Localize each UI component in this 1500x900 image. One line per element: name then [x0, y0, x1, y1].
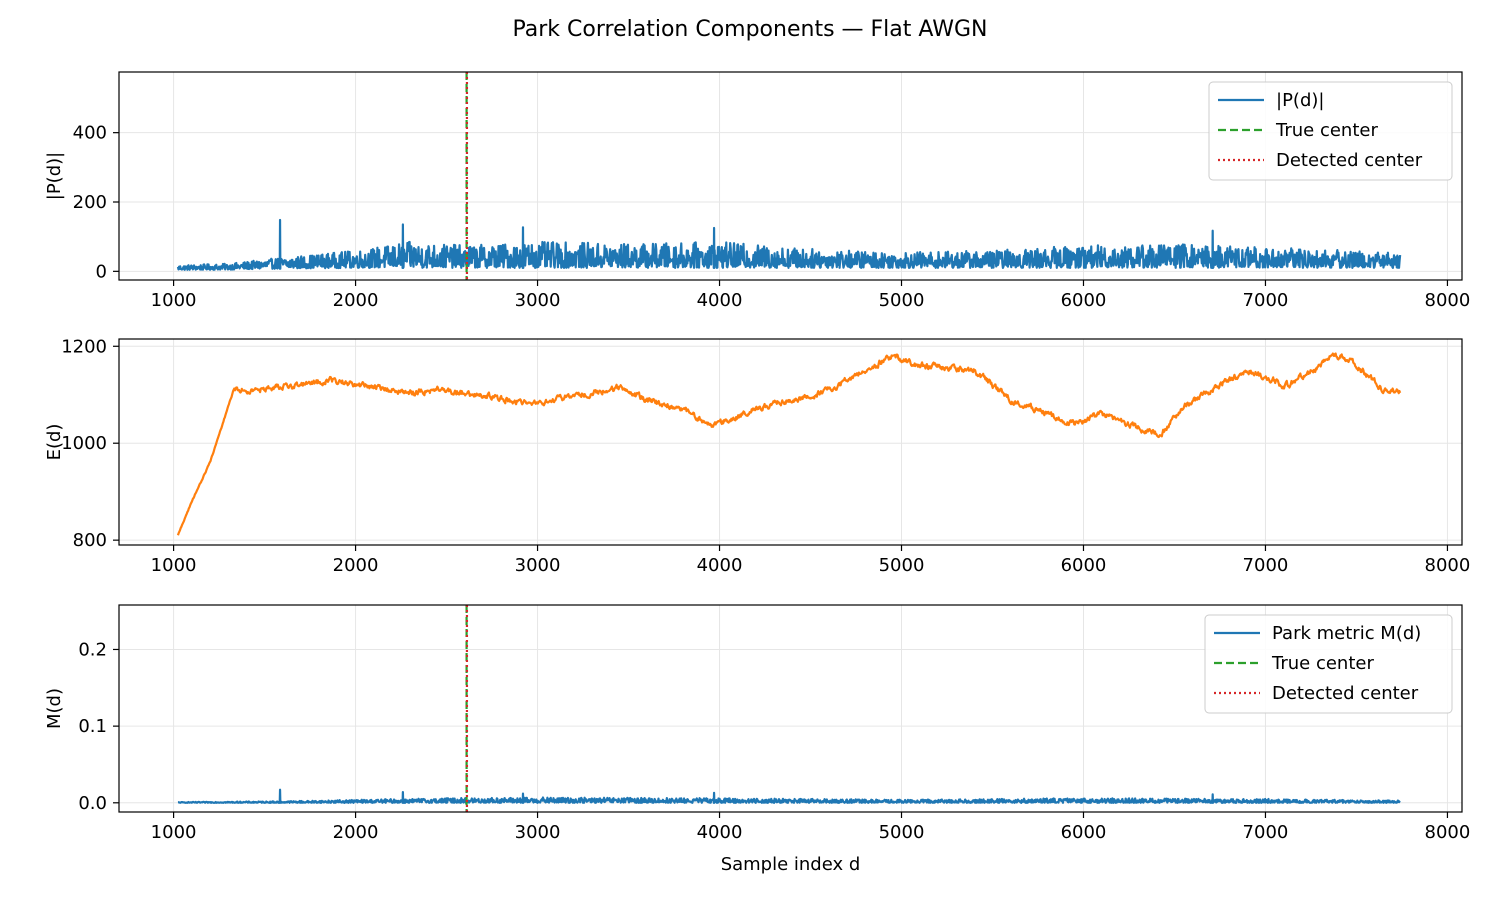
x-axis-ticks: 1000 2000 3000 4000 5000 6000 7000 8000	[151, 812, 1471, 843]
y-tick-label: 0.1	[78, 716, 107, 737]
y-axis-ticks: 0 200 400	[73, 123, 119, 282]
x-tick-label: 7000	[1243, 822, 1289, 843]
y-axis-ticks: 0.0 0.1 0.2	[78, 639, 119, 814]
plot-area	[176, 352, 1402, 536]
legend-label: True center	[1271, 653, 1374, 674]
y-axis-label: M(d)	[44, 688, 65, 729]
x-tick-label: 4000	[697, 822, 743, 843]
x-tick-label: 4000	[697, 555, 743, 576]
y-axis-ticks: 800 1000 1200	[61, 336, 119, 551]
x-tick-label: 5000	[879, 822, 925, 843]
legend-box	[1204, 614, 1453, 714]
y-tick-label: 0	[96, 261, 107, 282]
series-line-energy	[176, 352, 1402, 536]
x-tick-label: 3000	[515, 555, 561, 576]
legend-label: True center	[1275, 120, 1378, 141]
legend: |P(d)| True center Detected center	[1208, 81, 1453, 181]
y-tick-label: 0.0	[78, 793, 107, 814]
y-axis-label: |P(d)|	[44, 152, 65, 200]
x-tick-label: 6000	[1061, 822, 1107, 843]
x-tick-label: 8000	[1425, 290, 1471, 311]
series-line--p-d-	[176, 218, 1402, 271]
panel-park-metric: 1000 2000 3000 4000 5000 6000 7000 80000.00.10.…	[44, 604, 1471, 875]
x-tick-label: 8000	[1425, 555, 1471, 576]
x-axis-ticks: 1000 2000 3000 4000 5000 6000 7000 8000	[151, 545, 1471, 576]
axes-frame	[118, 71, 1463, 281]
x-tick-label: 7000	[1243, 290, 1289, 311]
panel-energy: 1000 2000 3000 4000 5000 6000 7000 800080010001…	[44, 336, 1470, 576]
legend-box	[1208, 81, 1453, 181]
x-tick-label: 7000	[1243, 555, 1289, 576]
x-tick-label: 3000	[515, 822, 561, 843]
panel-p-magnitude: 1000 2000 3000 4000 5000 6000 7000 8000 0 200 400 |…	[44, 71, 1471, 311]
axes-frame	[118, 604, 1463, 813]
plot-area	[176, 72, 1402, 280]
legend-label: |P(d)|	[1276, 90, 1324, 111]
x-tick-label: 3000	[515, 290, 561, 311]
x-tick-label: 1000	[151, 290, 197, 311]
y-tick-label: 1000	[61, 433, 107, 454]
y-tick-label: 400	[73, 123, 107, 144]
x-tick-label: 2000	[333, 555, 379, 576]
x-tick-label: 1000	[151, 555, 197, 576]
axes-frame	[118, 338, 1463, 546]
legend-label: Detected center	[1272, 683, 1419, 704]
y-tick-label: 1200	[61, 336, 107, 357]
legend: Park metric M(d) True center Detected cent…	[1204, 614, 1453, 714]
series-line-park-metric-m-d-	[177, 788, 1401, 804]
x-axis-label: Sample index d	[721, 854, 861, 875]
legend-label: Detected center	[1276, 150, 1423, 171]
y-tick-label: 0.2	[78, 639, 107, 660]
figure-title: Park Correlation Components — Flat AWGN	[513, 17, 988, 42]
plot-area	[177, 605, 1401, 812]
x-tick-label: 6000	[1061, 290, 1107, 311]
x-tick-label: 5000	[879, 555, 925, 576]
x-axis-ticks: 1000 2000 3000 4000 5000 6000 7000 8000	[151, 280, 1471, 311]
x-tick-label: 5000	[879, 290, 925, 311]
y-tick-label: 800	[73, 530, 107, 551]
x-tick-label: 2000	[333, 290, 379, 311]
x-tick-label: 8000	[1425, 822, 1471, 843]
legend-label: Park metric M(d)	[1272, 623, 1421, 644]
y-axis-label: E(d)	[44, 424, 65, 461]
x-tick-label: 1000	[151, 822, 197, 843]
x-tick-label: 2000	[333, 822, 379, 843]
grid-lines	[119, 339, 1462, 545]
x-tick-label: 6000	[1061, 555, 1107, 576]
x-tick-label: 4000	[697, 290, 743, 311]
y-tick-label: 200	[73, 192, 107, 213]
